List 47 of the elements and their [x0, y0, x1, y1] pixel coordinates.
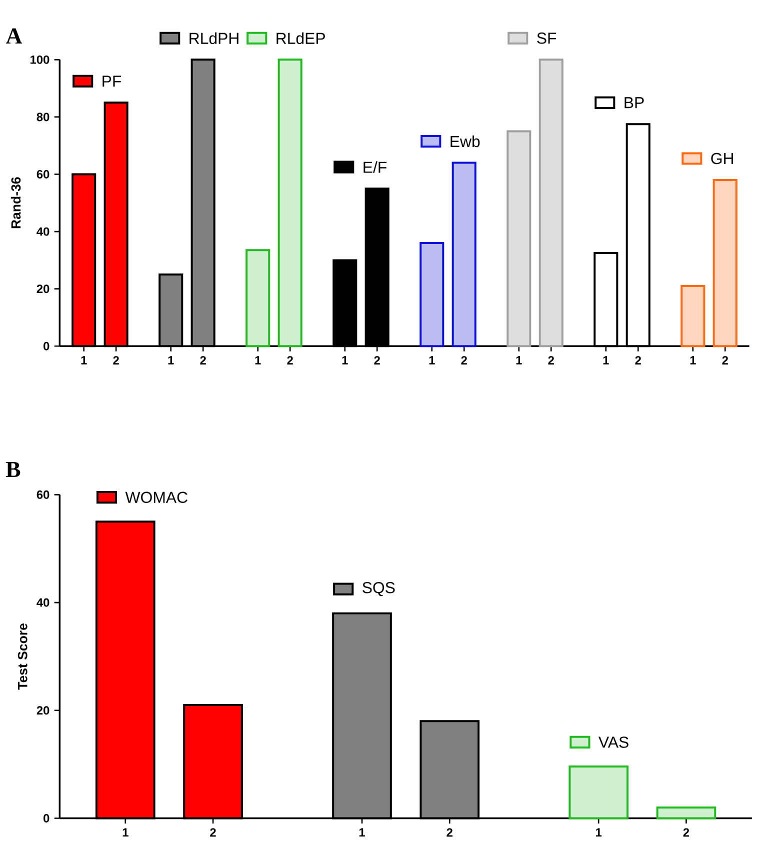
x-tick-label: 1 — [690, 356, 696, 364]
x-tick-label: 2 — [722, 356, 728, 364]
y-tick-label: 60 — [37, 170, 50, 178]
y-tick-label: 60 — [37, 490, 50, 499]
x-tick-label: 2 — [210, 828, 216, 837]
x-tick-label: 1 — [256, 356, 262, 364]
y-tick-label: 0 — [44, 342, 50, 350]
x-tick-label: 2 — [548, 356, 554, 364]
legend-label: WOMAC — [126, 492, 188, 503]
x-tick-label: 1 — [360, 828, 366, 836]
legend-label: RLdPH — [190, 32, 239, 44]
x-tick-label: 2 — [113, 356, 120, 364]
y-tick-label: 100 — [30, 55, 50, 64]
x-tick-label: 2 — [374, 356, 380, 364]
x-tick-label: 2 — [446, 828, 453, 837]
x-tick-label: 1 — [430, 356, 436, 364]
x-tick-label: 1 — [516, 356, 522, 364]
legend-label: VAS — [598, 736, 629, 748]
y-axis-title: Rand-36 — [11, 177, 21, 228]
x-tick-label: 1 — [604, 356, 610, 364]
x-tick-label: 1 — [596, 828, 602, 836]
y-tick-label: 40 — [36, 598, 50, 607]
y-tick-label: 80 — [37, 112, 50, 122]
legend-label: SF — [537, 32, 556, 44]
x-tick-label: 1 — [342, 356, 348, 364]
legend-label: E/F — [364, 161, 387, 173]
x-tick-label: 2 — [461, 356, 468, 364]
chart-title: A — [6, 28, 22, 44]
x-tick-label: 2 — [200, 356, 206, 364]
legend-label: BP — [624, 97, 644, 108]
chart-title: B — [6, 462, 20, 478]
y-tick-label: 40 — [36, 227, 50, 236]
legend-label: PF — [102, 76, 122, 87]
x-tick-label: 1 — [123, 828, 129, 836]
y-tick-label: 0 — [44, 814, 50, 822]
x-tick-label: 2 — [287, 356, 294, 364]
x-tick-label: 2 — [684, 828, 690, 837]
y-axis-title: Test Score — [18, 624, 28, 690]
legend-label: RLdEP — [276, 32, 326, 44]
x-tick-label: 1 — [168, 356, 174, 364]
y-tick-label: 20 — [37, 284, 50, 294]
x-tick-label: 2 — [635, 356, 642, 364]
y-tick-label: 20 — [37, 706, 50, 715]
legend-label: Ewb — [450, 135, 480, 148]
x-tick-label: 1 — [81, 356, 88, 364]
legend-label: GH — [711, 152, 734, 164]
legend-label: SQS — [362, 582, 395, 596]
